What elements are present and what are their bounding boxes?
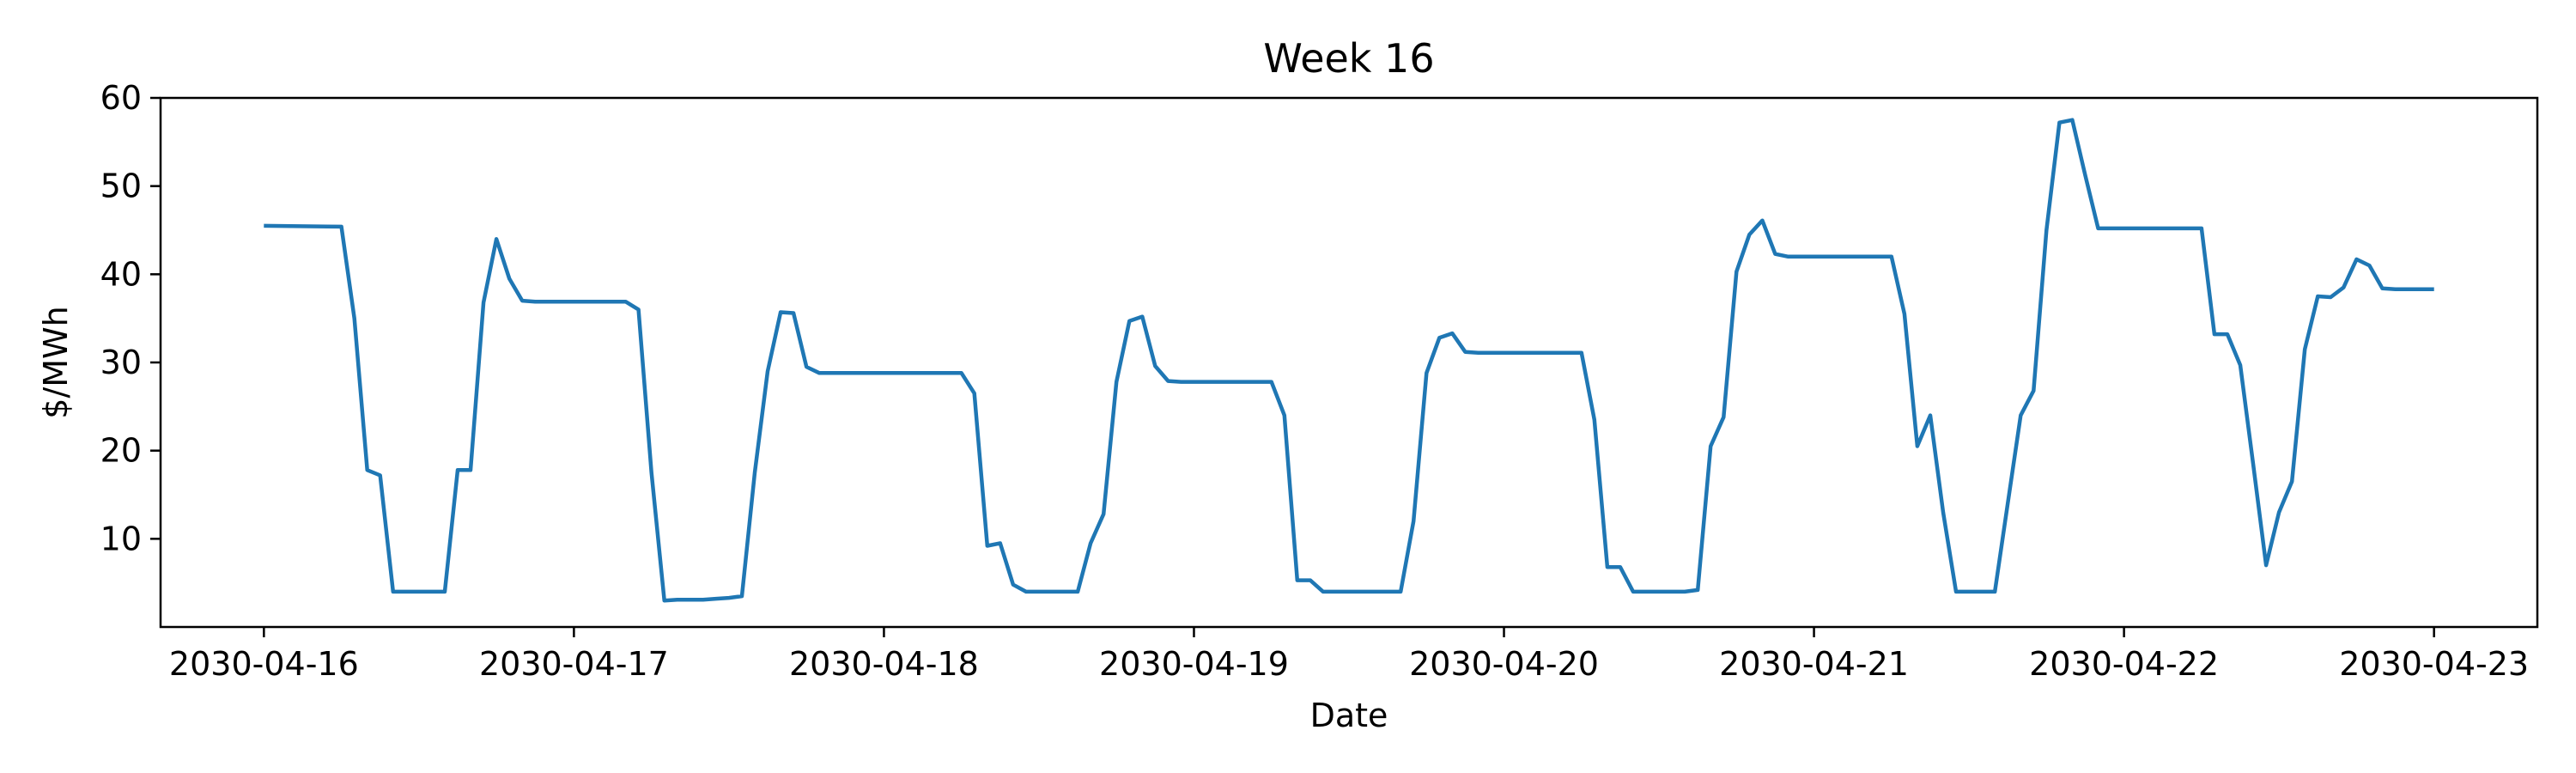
x-tick-label: 2030-04-22 xyxy=(2029,645,2219,683)
y-axis: 10 20 30 40 50 60 xyxy=(100,79,161,557)
x-tick-label: 2030-04-17 xyxy=(479,645,669,683)
x-tick-label: 2030-04-21 xyxy=(1719,645,1909,683)
plot-frame xyxy=(159,96,2539,629)
chart-title: Week 16 xyxy=(1263,35,1434,82)
y-tick-label: 30 xyxy=(100,344,142,381)
x-tick-label: 2030-04-23 xyxy=(2339,645,2529,683)
y-axis-label: $/MWh xyxy=(37,306,75,418)
x-axis-label: Date xyxy=(1310,697,1388,734)
plot-area xyxy=(159,96,2539,629)
y-tick-label: 50 xyxy=(100,167,142,205)
y-tick-label: 20 xyxy=(100,432,142,470)
x-tick-label: 2030-04-19 xyxy=(1099,645,1289,683)
x-tick-label: 2030-04-16 xyxy=(169,645,359,683)
y-tick-label: 10 xyxy=(100,520,142,557)
x-axis: 2030-04-16 2030-04-17 2030-04-18 2030-04-19… xyxy=(169,627,2529,683)
series-line-0 xyxy=(264,118,2434,603)
y-tick-label: 60 xyxy=(100,79,142,117)
x-tick-label: 2030-04-18 xyxy=(789,645,979,683)
y-tick-label: 40 xyxy=(100,255,142,293)
x-tick-label: 2030-04-20 xyxy=(1409,645,1599,683)
